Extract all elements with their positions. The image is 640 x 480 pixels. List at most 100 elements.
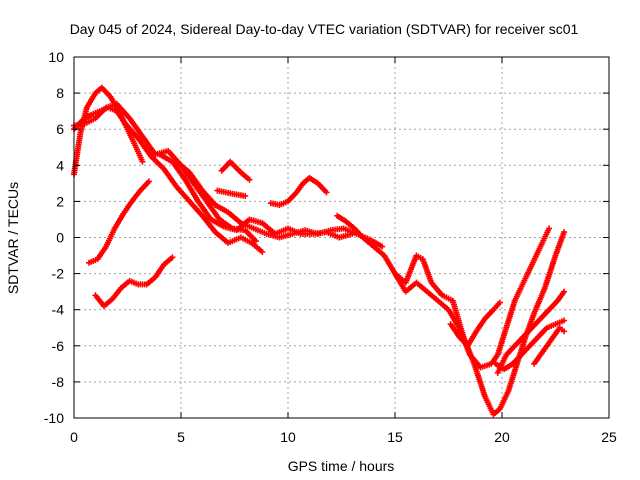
data-point <box>259 248 266 255</box>
data-marker-trail <box>228 160 243 174</box>
data-marker-trail <box>489 353 500 366</box>
data-marker-trail <box>546 322 557 330</box>
data-marker-trail <box>119 279 131 290</box>
data-marker-trail <box>130 189 142 203</box>
data-marker-trail <box>136 136 153 158</box>
data-marker-trail <box>531 286 547 315</box>
data-marker-trail <box>243 228 258 243</box>
data-marker-trail <box>554 318 565 327</box>
y-tick-label: 2 <box>56 193 64 209</box>
data-marker-trail <box>521 263 535 284</box>
data-marker-trail <box>138 180 151 193</box>
data-marker-trail <box>545 335 556 347</box>
data-marker-trail <box>450 299 466 338</box>
data-point <box>496 299 503 306</box>
x-tick-label: 10 <box>280 429 296 445</box>
data-marker-trail <box>465 330 479 347</box>
data-marker-trail <box>214 203 230 215</box>
data-marker-trail <box>425 290 440 303</box>
data-marker-trail <box>227 235 242 246</box>
data-point <box>323 189 330 196</box>
data-marker-trail <box>274 226 289 236</box>
data-marker-trail <box>352 226 365 239</box>
data-series-track-6 <box>85 178 152 266</box>
data-marker-trail <box>471 362 488 398</box>
data-marker-trail <box>112 212 126 230</box>
data-marker-trail <box>115 102 132 120</box>
y-axis-label: SDTVAR / TECUs <box>5 182 21 294</box>
data-marker-trail <box>81 112 93 123</box>
data-marker-trail <box>301 176 311 185</box>
data-series-track-14 <box>494 288 568 376</box>
data-marker-trail <box>187 200 204 218</box>
x-tick-label: 15 <box>387 429 403 445</box>
data-marker-trail <box>492 407 502 417</box>
data-marker-trail <box>532 353 543 366</box>
x-ticks: 0 5 10 15 20 25 <box>70 57 617 445</box>
x-axis-label: GPS time / hours <box>288 458 395 474</box>
data-series-track-10 <box>267 174 330 209</box>
data-marker-trail <box>404 281 418 294</box>
data-marker-trail <box>125 128 139 149</box>
data-marker-trail <box>361 236 375 249</box>
data-marker-trail <box>536 326 549 339</box>
data-point <box>561 288 568 295</box>
data-marker-trail <box>494 361 506 372</box>
y-tick-label: -6 <box>52 338 65 354</box>
data-marker-trail <box>200 189 217 207</box>
data-marker-trail <box>216 188 227 195</box>
data-marker-trail <box>240 235 253 245</box>
data-marker-trail <box>162 255 174 267</box>
data-marker-trail <box>102 297 114 308</box>
data-point <box>242 192 249 199</box>
data-marker-trail <box>140 135 158 156</box>
y-ticks: -10 -8 -6 -4 -2 0 2 4 6 8 10 <box>44 49 609 426</box>
data-marker-trail <box>94 86 104 95</box>
data-marker-trail <box>121 200 134 216</box>
data-marker-trail <box>286 190 299 203</box>
data-marker-trail <box>529 245 543 266</box>
data-marker-trail <box>511 353 523 366</box>
data-marker-trail <box>502 361 514 372</box>
data-marker-trail <box>240 220 255 231</box>
data-point <box>561 317 568 324</box>
data-marker-trail <box>542 254 558 290</box>
data-marker-trail <box>226 210 243 225</box>
data-marker-trail <box>196 200 213 221</box>
data-point <box>145 178 152 185</box>
data-marker-trail <box>260 221 277 236</box>
data-marker-trail <box>512 281 526 302</box>
data-point <box>252 238 259 245</box>
data-marker-trail <box>415 281 429 294</box>
data-marker-trail <box>528 335 540 348</box>
data-point <box>379 243 386 250</box>
data-marker-trail <box>513 335 525 348</box>
y-tick-label: -4 <box>52 302 65 318</box>
data-marker-trail <box>204 200 222 221</box>
data-marker-trail <box>187 171 205 192</box>
data-marker-trail <box>225 189 236 197</box>
data-marker-trail <box>294 182 305 194</box>
data-marker-trail <box>506 362 520 392</box>
data-marker-trail <box>83 116 97 126</box>
data-marker-trail <box>115 109 128 125</box>
data-marker-trail <box>538 308 551 321</box>
data-marker-trail <box>209 217 225 229</box>
data-marker-trail <box>415 253 424 261</box>
data-marker-trail <box>519 344 532 357</box>
data-point <box>561 229 568 236</box>
data-marker-trail <box>175 160 191 175</box>
data-marker-trail <box>192 181 209 203</box>
data-marker-trail <box>104 227 117 248</box>
data-marker-trail <box>250 241 264 254</box>
x-tick-label: 0 <box>70 429 78 445</box>
y-tick-label: 6 <box>56 121 64 137</box>
data-marker-trail <box>110 286 123 301</box>
data-series-track-15 <box>492 317 568 373</box>
data-marker-trail <box>553 231 567 257</box>
data-marker-trail <box>448 322 461 338</box>
data-marker-trail <box>149 154 166 171</box>
data-marker-trail <box>95 245 108 261</box>
data-marker-trail <box>133 146 145 163</box>
data-marker-trail <box>342 226 358 236</box>
